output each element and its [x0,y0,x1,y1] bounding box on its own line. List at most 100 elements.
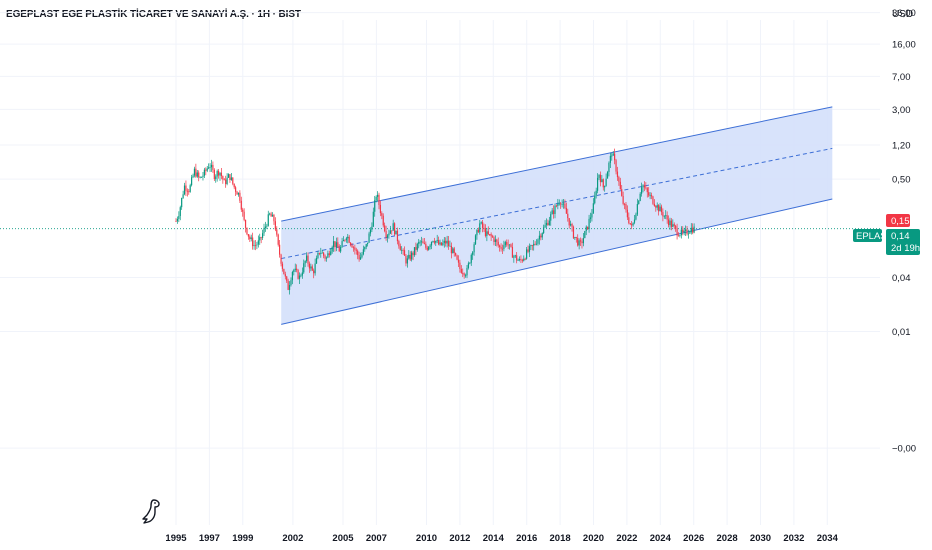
candle-body [362,249,364,255]
candle-body [649,195,651,196]
y-axis[interactable]: 36,00 16,00 7,00 3,00 1,20 0,50 0,04 0,01 −0,00 [892,8,916,455]
candle-body [403,250,406,256]
channel-upper-line[interactable] [281,106,833,222]
candle-body [560,203,562,205]
channel-middle-line[interactable] [281,147,833,260]
x-tick-label: 2007 [366,533,387,544]
candle-body [457,259,460,263]
candle-body [261,233,264,238]
tradingview-dino-icon[interactable] [140,498,162,526]
candle-body [506,242,508,245]
candle-body [466,267,468,276]
candle-body [178,215,180,219]
candle-body [474,235,477,245]
candle-body [494,239,496,242]
candle-body [510,244,512,247]
x-axis[interactable]: 1995 1997 1999 2002 2005 2007 2010 2012 2014 2016… [165,533,838,544]
regression-channel[interactable] [281,106,833,325]
candle-body [621,189,623,196]
candle-body [200,177,203,178]
candle-body [632,222,634,226]
x-tick-label: 2020 [583,533,604,544]
y-tick-label: 3,00 [892,105,911,116]
candle-body [227,174,230,178]
last-price-badge [886,229,920,255]
candle-body [562,203,565,205]
candle-body [229,174,231,181]
candle-body [558,203,560,205]
grid-lines [0,12,880,525]
candle-body [619,181,621,190]
candle-body [687,233,690,235]
candle-body [351,244,353,248]
candle-body [205,169,207,171]
candle-body [541,233,543,238]
channel-lower-line[interactable] [281,198,833,325]
candle-body [337,242,339,248]
candle-body [340,247,342,252]
candle-body [365,244,367,248]
candle-body [669,220,671,226]
candle-body [293,270,295,273]
candle-body [331,247,333,252]
candle-body [531,245,533,246]
candle-body [425,243,427,248]
candle-body [686,229,688,235]
candle-body [355,249,357,251]
candle-body [470,254,472,263]
candle-body [692,227,694,233]
candle-body [547,222,549,226]
candle-body [354,247,356,250]
candle-body [175,221,177,222]
high-price-badge [886,214,910,227]
candle-body [379,204,382,214]
candle-body [375,196,377,201]
candle-body [260,237,262,238]
candle-body [656,205,658,208]
candle-body [209,167,211,169]
candle-body [237,192,240,195]
x-tick-label: 2022 [616,533,637,544]
candle-body [270,213,272,217]
candle-body [469,262,471,264]
candle-body [426,247,428,250]
candle-body [308,263,311,269]
candle-body [435,241,437,243]
candle-body [446,240,448,244]
currency-label[interactable]: USD [892,9,914,20]
candle-body [602,179,604,188]
candle-body [581,241,583,244]
candle-body [347,236,349,239]
candle-body [615,160,617,172]
candle-body [195,168,197,177]
candle-body [243,211,245,220]
channel-fill [281,106,833,325]
candle-body [501,248,504,250]
candle-body [516,255,518,261]
candle-body [300,275,302,277]
candle-body [335,242,338,248]
candle-body [206,168,208,171]
candle-body [635,214,637,220]
candle-body [217,170,220,176]
candle-body [256,244,258,246]
candle-body [534,243,536,245]
candle-body [662,212,664,217]
candle-body [361,254,363,258]
candle-body [555,205,558,207]
price-badges: 0,15 EPLAS 0,14 2d 19h [853,214,920,255]
candle-body [538,235,540,240]
candle-body [392,223,394,231]
candle-body [179,207,181,216]
candle-body [283,268,285,275]
candle-body [398,241,400,247]
candle-body [527,249,529,252]
candle-body [430,241,433,246]
candle-body [438,240,440,245]
candle-body [582,238,584,244]
candle-body [235,187,237,192]
candle-body [236,191,238,195]
candle-body [518,259,521,261]
y-tick-label: 1,20 [892,141,911,152]
